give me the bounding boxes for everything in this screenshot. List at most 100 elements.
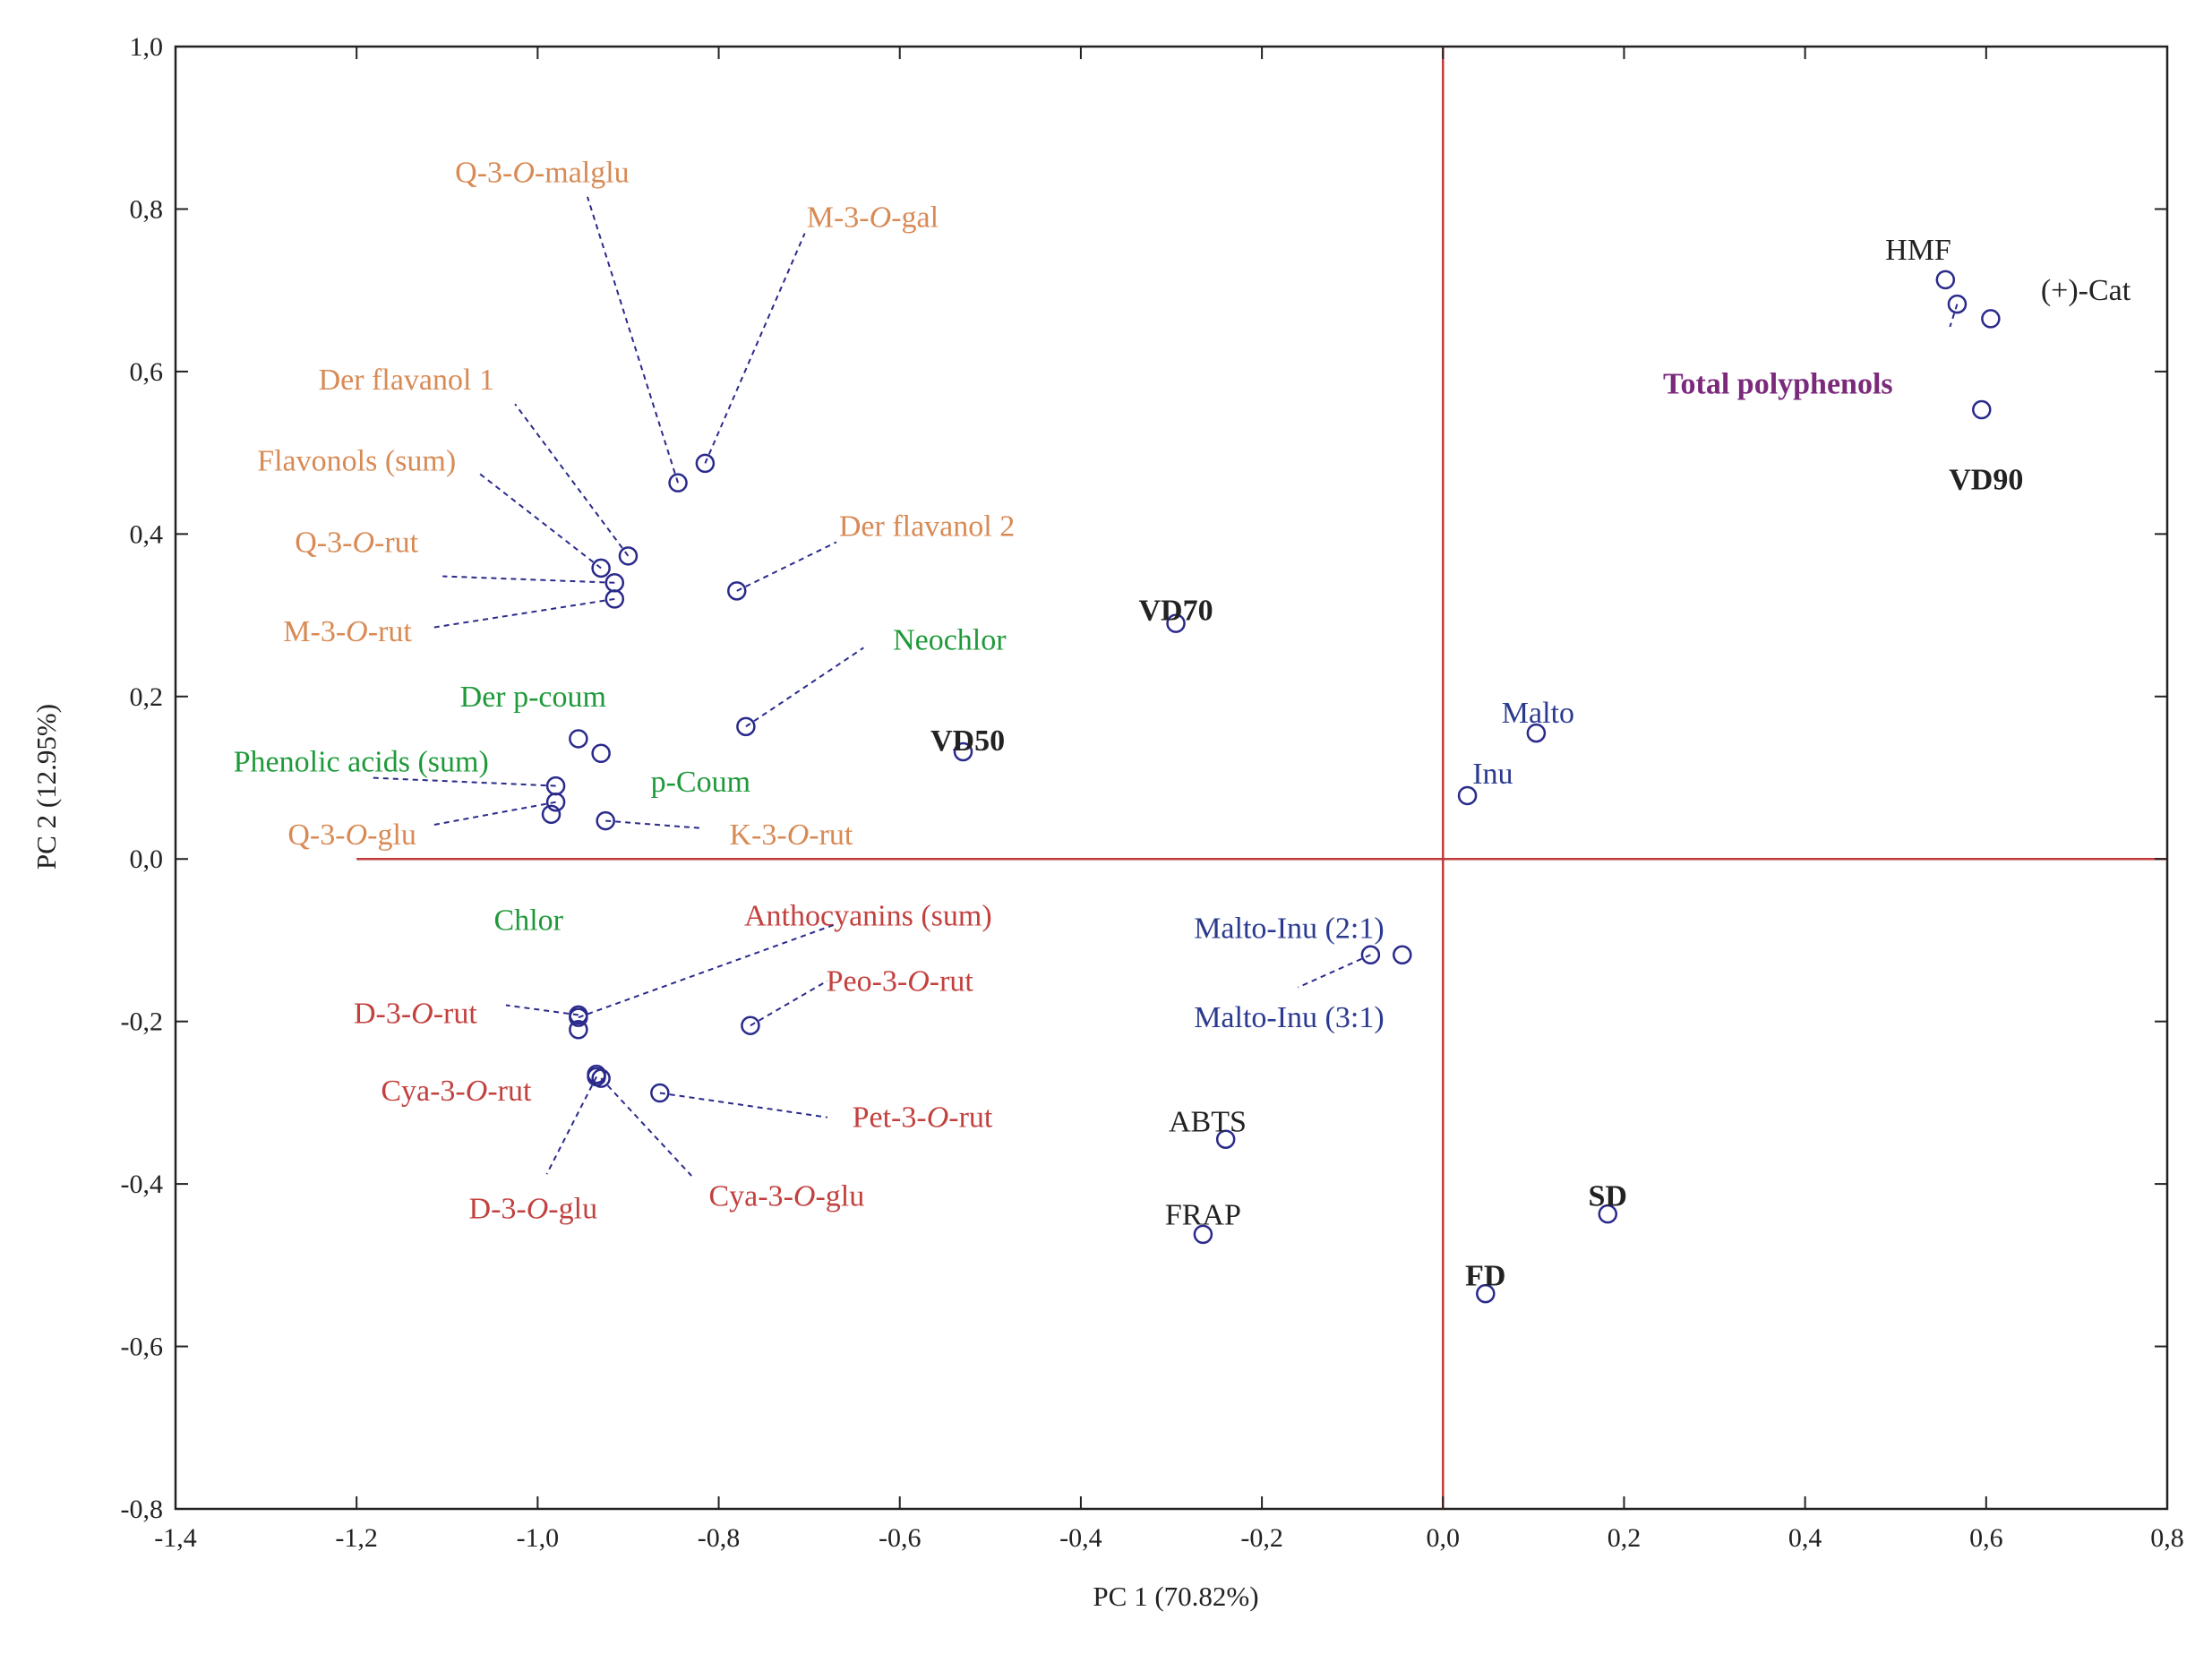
data-point <box>618 546 639 566</box>
data-point <box>591 558 611 578</box>
leader-line <box>704 233 806 464</box>
data-points <box>541 270 2001 1304</box>
data-point <box>1947 294 1968 314</box>
data-point <box>1393 945 1412 965</box>
y-tick-label: 0,0 <box>130 844 164 874</box>
data-point <box>1457 785 1478 806</box>
y-tick-label: -0,2 <box>121 1007 164 1037</box>
data-point <box>604 589 625 609</box>
reference-lines <box>356 47 2167 1509</box>
data-point <box>596 810 615 831</box>
data-point <box>1598 1204 1618 1224</box>
point-label: FD <box>1465 1260 1505 1293</box>
x-tick-label: -1,2 <box>335 1523 378 1553</box>
data-point <box>741 1015 760 1035</box>
data-point <box>1476 1283 1496 1304</box>
leader-lines <box>370 196 1959 1177</box>
point-label: FRAP <box>1165 1199 1241 1232</box>
data-point <box>1193 1224 1213 1245</box>
point-label: Der flavanol 1 <box>319 364 494 397</box>
point-label: SD <box>1589 1180 1627 1213</box>
point-label: Malto-Inu (2:1) <box>1194 912 1384 945</box>
x-axis-title: PC 1 (70.82%) <box>1093 1581 1258 1612</box>
leader-line <box>433 801 556 827</box>
data-point <box>591 1068 611 1088</box>
point-label: Chlor <box>494 904 564 937</box>
x-tick-label: -1,4 <box>154 1523 197 1553</box>
leader-line <box>433 597 615 629</box>
y-tick-label: -0,8 <box>121 1495 164 1524</box>
data-point <box>668 473 688 493</box>
data-point <box>1935 270 1956 290</box>
point-label: M-3-O-rut <box>283 615 412 648</box>
data-point <box>727 581 747 601</box>
y-tick-label: 1,0 <box>130 32 164 62</box>
data-point <box>1981 309 2001 329</box>
y-tick-label: -0,4 <box>121 1170 164 1199</box>
leader-line <box>1949 304 1959 328</box>
point-label: K-3-O-rut <box>729 818 853 852</box>
point-labels: Q-3-O-malglu M-3-O-gal Der flavanol 1 Flavo… <box>234 157 2131 1293</box>
x-tick-label: 0,8 <box>2150 1523 2184 1553</box>
leader-line <box>605 819 701 829</box>
point-label: Q-3-O-rut <box>295 526 418 559</box>
leader-line <box>1298 954 1371 989</box>
point-label: Cya-3-O-rut <box>381 1075 532 1108</box>
leader-line <box>370 776 556 787</box>
point-label: Peo-3-O-rut <box>827 964 974 998</box>
x-tick-label: -0,2 <box>1240 1523 1283 1553</box>
x-tick-label: -1,0 <box>517 1523 560 1553</box>
point-label: Pet-3-O-rut <box>853 1101 993 1135</box>
point-label: Q-3-O-glu <box>287 818 416 852</box>
point-label: ABTS <box>1169 1105 1247 1138</box>
leader-line <box>478 472 602 570</box>
point-label: Total polyphenols <box>1663 367 1893 400</box>
point-label: Der p-coum <box>460 681 606 714</box>
point-label: M-3-O-gal <box>807 201 939 235</box>
y-axis: -0,8 -0,6 -0,4 -0,2 0,0 0,2 0,4 0,6 0,8 1,0 <box>121 32 2167 1524</box>
data-point <box>736 716 756 737</box>
leader-line <box>578 922 837 1019</box>
leader-line <box>505 1004 579 1016</box>
point-label: Inu <box>1472 758 1513 791</box>
y-tick-label: -0,6 <box>121 1333 164 1362</box>
point-label: Malto <box>1502 697 1574 730</box>
x-tick-label: 0,6 <box>1969 1523 2003 1553</box>
data-point <box>1215 1129 1236 1149</box>
data-point <box>591 743 611 764</box>
point-label: Malto-Inu (3:1) <box>1194 1001 1384 1034</box>
point-label: HMF <box>1885 234 1951 267</box>
data-point <box>650 1083 670 1103</box>
leader-line <box>750 980 828 1027</box>
point-label: (+)-Cat <box>2041 274 2131 307</box>
leader-line <box>514 403 630 557</box>
point-label: VD50 <box>930 724 1005 758</box>
point-label: Der flavanol 2 <box>839 510 1015 543</box>
leader-line <box>442 575 615 584</box>
x-tick-label: -0,4 <box>1059 1523 1102 1553</box>
point-label: Anthocyanins (sum) <box>744 900 992 933</box>
y-tick-label: 0,4 <box>130 519 164 549</box>
data-point <box>1360 945 1381 965</box>
x-axis: -1,4 -1,2 -1,0 -0,8 -0,6 -0,4 -0,2 0,0 0,2 0,4 0,6… <box>154 47 2184 1553</box>
data-point <box>695 453 716 474</box>
leader-line <box>587 196 680 484</box>
data-point <box>569 1005 588 1025</box>
point-label: Neochlor <box>893 623 1007 656</box>
leader-line <box>659 1092 827 1118</box>
data-point <box>1972 399 1992 420</box>
y-axis-title: PC 2 (12.95%) <box>30 704 62 870</box>
x-tick-label: -0,6 <box>879 1523 922 1553</box>
leader-line <box>736 541 837 592</box>
point-label: Phenolic acids (sum) <box>234 745 489 778</box>
x-tick-label: 0,4 <box>1788 1523 1822 1553</box>
y-tick-label: 0,6 <box>130 357 164 387</box>
point-label: D-3-O-glu <box>469 1192 598 1225</box>
data-point <box>541 804 562 825</box>
point-label: VD90 <box>1949 464 2023 497</box>
data-point <box>953 741 973 762</box>
data-point <box>569 729 588 749</box>
point-label: Q-3-O-malglu <box>455 157 630 190</box>
y-tick-label: 0,8 <box>130 194 164 224</box>
